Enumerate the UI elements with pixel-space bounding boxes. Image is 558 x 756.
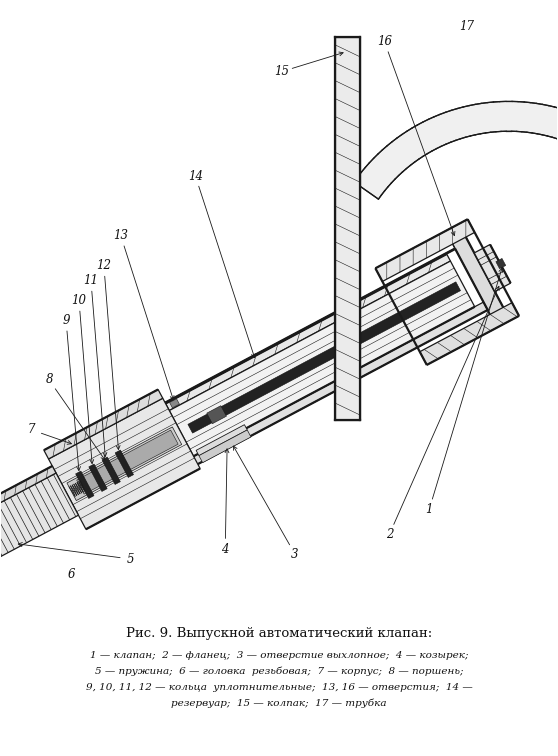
Polygon shape [0,466,56,519]
Polygon shape [161,249,455,406]
Polygon shape [474,244,511,292]
Polygon shape [76,471,94,498]
Polygon shape [166,254,450,411]
Polygon shape [89,464,107,491]
Polygon shape [102,457,121,485]
Polygon shape [44,389,163,459]
Polygon shape [207,406,227,423]
Polygon shape [196,425,247,456]
Polygon shape [188,282,460,433]
Polygon shape [169,261,475,456]
Text: 5: 5 [127,553,134,565]
Text: 12: 12 [97,259,112,272]
Text: 11: 11 [84,274,98,287]
Polygon shape [335,37,359,420]
Text: 3: 3 [291,547,299,561]
Text: 2: 2 [386,528,393,541]
Text: 14: 14 [188,169,203,182]
Text: 7: 7 [27,423,35,436]
Text: 15: 15 [275,65,290,78]
Polygon shape [354,101,558,199]
Text: 6: 6 [68,568,75,581]
Polygon shape [170,398,179,407]
Polygon shape [76,430,178,494]
Polygon shape [115,450,133,478]
Text: 8: 8 [45,373,53,386]
Text: 17: 17 [460,20,474,33]
Polygon shape [0,473,79,562]
Text: 13: 13 [113,229,128,242]
Text: 1 — клапан;  2 — фланец;  3 — отверстие выхлопное;  4 — козырек;: 1 — клапан; 2 — фланец; 3 — отверстие вы… [90,651,468,660]
Text: Рис. 9. Выпускной автоматический клапан:: Рис. 9. Выпускной автоматический клапан: [126,627,432,640]
Text: 5 — пружина;  6 — головка  резьбовая;  7 — корпус;  8 — поршень;: 5 — пружина; 6 — головка резьбовая; 7 — … [95,667,463,677]
Text: резервуар;  15 — колпак;  17 — трубка: резервуар; 15 — колпак; 17 — трубка [171,699,387,708]
Text: 9, 10, 11, 12 — кольца  уплотнительные;  13, 16 — отверстия;  14 —: 9, 10, 11, 12 — кольца уплотнительные; 1… [85,683,473,692]
Polygon shape [67,427,182,500]
Text: 10: 10 [71,294,86,307]
Text: 1: 1 [426,503,433,516]
Text: 4: 4 [222,543,229,556]
Text: 9: 9 [62,314,70,327]
Polygon shape [452,236,504,315]
Polygon shape [49,398,200,529]
Polygon shape [376,219,475,281]
Text: 16: 16 [377,36,392,48]
Polygon shape [199,430,251,463]
Polygon shape [189,302,488,466]
Polygon shape [496,259,506,268]
Polygon shape [420,302,519,365]
